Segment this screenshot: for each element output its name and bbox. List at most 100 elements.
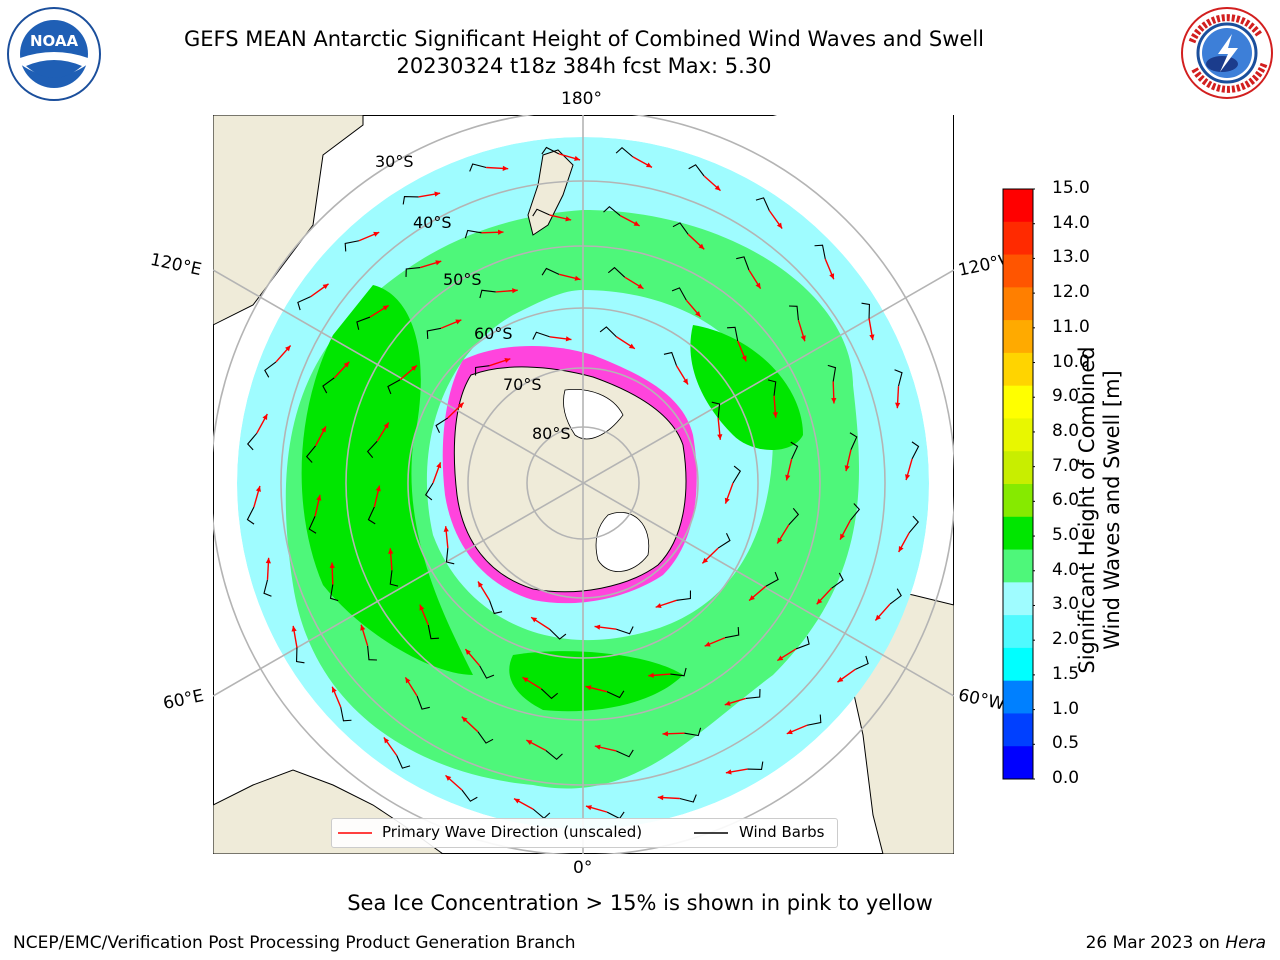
- wave-arrow-head: [434, 191, 441, 197]
- wind-barb: [469, 163, 487, 172]
- wind-barb: [599, 326, 617, 338]
- lat-label-70s: 70°S: [503, 375, 542, 394]
- wind-barb: [615, 147, 634, 158]
- colorbar-segment: [1003, 746, 1033, 780]
- wave-arrow-head: [291, 625, 297, 632]
- wind-barb: [540, 688, 559, 700]
- wind-barb: [806, 714, 822, 726]
- wind-barb: [724, 627, 740, 639]
- wave-arrow-head: [322, 283, 329, 290]
- wind-barb: [367, 645, 377, 661]
- wave-arrow-head: [504, 357, 511, 363]
- wind-barb: [755, 197, 770, 211]
- wave-arrow-head: [435, 260, 442, 266]
- lat-label-50s: 50°S: [443, 270, 482, 289]
- wind-barb: [322, 377, 335, 394]
- wave-arrow-head: [513, 798, 520, 804]
- colorbar-segment: [1003, 713, 1033, 747]
- wind-barb: [541, 146, 560, 155]
- wind-barb: [549, 628, 567, 640]
- wave-arrow-head: [704, 641, 711, 647]
- wave-arrow-head: [457, 402, 464, 409]
- colorbar-tick-label: 2.0: [1052, 629, 1080, 650]
- colorbar-title-line1: Significant Height of Combined: [1075, 346, 1099, 674]
- wind-barb: [464, 229, 482, 239]
- wave-arrow-head: [633, 221, 640, 226]
- wave-arrow-head: [329, 562, 335, 569]
- wave-arrow-head: [321, 426, 326, 433]
- wave-arrow-head: [772, 412, 778, 418]
- colorbar-tick-label: 11.0: [1052, 316, 1090, 337]
- wind-barb: [676, 590, 692, 601]
- wave-arrow-head: [331, 686, 337, 693]
- wave-arrow-head: [585, 685, 592, 691]
- wave-arrow-head: [522, 677, 529, 683]
- wave-arrow-head: [388, 548, 394, 554]
- wind-barb: [295, 647, 305, 664]
- lat-label-60s: 60°S: [474, 324, 513, 343]
- wind-barb: [445, 548, 455, 565]
- colorbar-tick-label: 8.0: [1052, 420, 1080, 441]
- lon-label-0: 0°: [573, 858, 593, 878]
- wave-arrow-head: [717, 434, 723, 440]
- wave-arrow-head: [461, 716, 468, 723]
- wind-barb: [541, 267, 560, 276]
- wave-arrow-head: [383, 737, 390, 744]
- wave-arrow-head: [655, 603, 662, 609]
- wave-arrow-head: [776, 222, 783, 229]
- wind-barb: [416, 695, 430, 710]
- wave-arrow-head: [594, 744, 601, 750]
- wave-legend-label: Primary Wave Direction (unscaled): [382, 823, 643, 841]
- wind-barb: [849, 432, 858, 450]
- wind-barb: [603, 205, 621, 216]
- wave-arrow-head: [343, 361, 350, 368]
- wind-barb: [679, 794, 697, 803]
- footer-date: 26 Mar 2023 on Hera: [1086, 933, 1266, 953]
- wind-barb: [264, 361, 277, 378]
- wind-barb: [474, 365, 490, 376]
- wind-barb: [356, 316, 371, 330]
- wind-barb: [387, 379, 401, 395]
- wave-arrow-head: [831, 397, 837, 404]
- wave-arrow-head: [777, 537, 783, 544]
- wave-arrow-head: [455, 319, 462, 325]
- wind-barb: [477, 731, 494, 744]
- wave-arrow-head: [657, 795, 664, 801]
- wave-arrow-head: [905, 474, 911, 481]
- wind-barb: [426, 327, 442, 339]
- wave-arrow-head: [382, 305, 389, 311]
- wind-barb: [767, 379, 777, 396]
- lon-label-120e: 120°E: [148, 249, 204, 281]
- wind-barb: [727, 326, 739, 342]
- wind-legend-line: [694, 832, 728, 834]
- wind-barb: [711, 401, 721, 418]
- wave-arrow-head: [565, 336, 572, 342]
- wind-barb: [545, 750, 563, 761]
- colorbar-segment: [1003, 549, 1033, 583]
- lat-label-30s: 30°S: [375, 152, 414, 171]
- wave-arrow-head: [497, 229, 504, 235]
- wave-legend-line: [338, 832, 372, 834]
- wind-barb: [765, 571, 779, 587]
- wind-barb: [814, 244, 826, 260]
- graticule: [213, 115, 954, 854]
- wave-arrow-head: [360, 624, 366, 631]
- wave-arrow-head: [443, 526, 449, 532]
- wave-arrow-head: [682, 378, 688, 385]
- wave-arrow-head: [316, 494, 322, 501]
- wave-arrow-head: [875, 614, 881, 621]
- colorbar-tick-label: 5.0: [1052, 525, 1080, 546]
- wind-barb: [688, 164, 705, 177]
- wave-arrow-head: [565, 216, 572, 222]
- wave-arrow-head: [405, 677, 411, 684]
- wave-arrow-head: [574, 275, 581, 281]
- wave-arrow-head: [724, 700, 731, 706]
- colorbar-tick-label: 3.0: [1052, 594, 1080, 615]
- colorbar-tick-label: 13.0: [1052, 247, 1090, 268]
- footer-credit: NCEP/EMC/Verification Post Processing Pr…: [13, 933, 576, 953]
- wave-arrow-head: [724, 497, 730, 504]
- colorbar-tick-label: 15.0: [1052, 178, 1090, 198]
- wave-arrow-head: [898, 546, 904, 553]
- footer-host: Hera: [1225, 933, 1266, 953]
- wind-barb: [344, 240, 360, 252]
